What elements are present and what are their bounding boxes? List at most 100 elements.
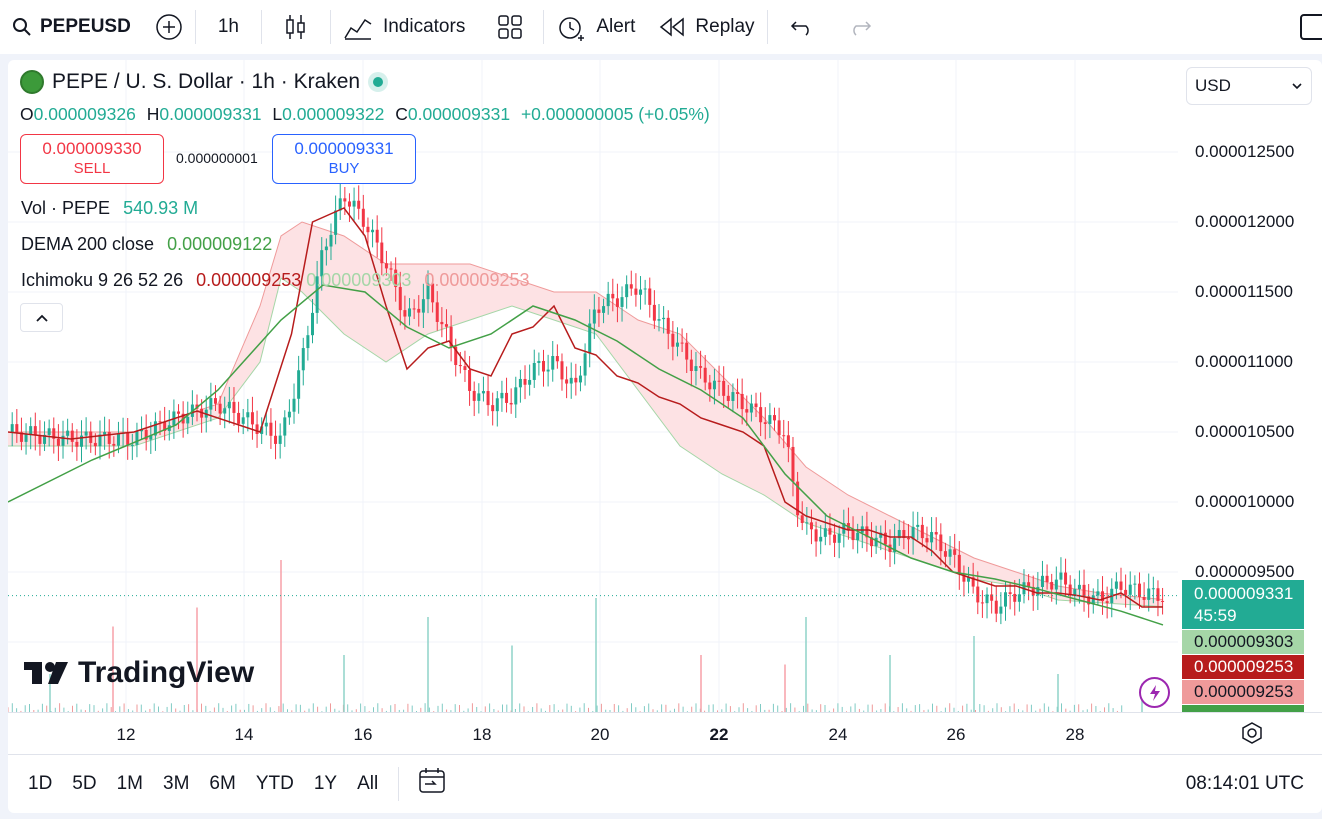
collapse-legend-button[interactable] <box>20 303 63 332</box>
ichimoku-label: Ichimoku 9 26 52 26 <box>21 270 184 290</box>
range-button-1d[interactable]: 1D <box>28 773 53 794</box>
time-axis[interactable]: 12 14 16 18 20 22 24 26 28 <box>8 712 1322 754</box>
candle-body <box>1137 583 1141 598</box>
candle-body <box>722 380 726 396</box>
currency-select[interactable]: USD <box>1186 67 1312 105</box>
range-button-5d[interactable]: 5D <box>72 773 97 794</box>
range-button-ytd[interactable]: YTD <box>255 773 294 794</box>
candle-body <box>542 360 545 372</box>
chart-type-button[interactable] <box>262 0 330 54</box>
divider <box>329 10 331 44</box>
candle-body <box>745 409 749 413</box>
candle-body <box>343 198 347 202</box>
compare-button[interactable] <box>143 0 195 54</box>
low-value: 0.000009322 <box>282 104 385 124</box>
candle-body <box>107 432 111 444</box>
candle-body <box>953 549 957 555</box>
search-icon <box>13 18 31 36</box>
low-label: L <box>272 104 283 124</box>
candle-body <box>10 424 14 432</box>
candle-body <box>588 323 592 354</box>
time-tick-label: 14 <box>234 725 254 744</box>
undo-button[interactable] <box>768 0 836 54</box>
range-button-1y[interactable]: 1Y <box>313 773 338 794</box>
candle-body <box>84 431 88 436</box>
price-tick-label: 0.000010000 <box>1195 492 1295 511</box>
alert-button[interactable]: Alert <box>544 0 647 54</box>
grid-layout-icon <box>498 15 523 39</box>
symbol-search[interactable]: PEPEUSD <box>0 0 143 54</box>
candle-body <box>1147 588 1151 600</box>
candle-body <box>130 444 134 446</box>
candle-body <box>334 210 338 235</box>
market-status-icon[interactable] <box>368 72 389 92</box>
ichimoku-legend[interactable]: Ichimoku 9 26 52 26 0.000009253 0.000009… <box>21 270 529 291</box>
indicators-button[interactable]: Indicators <box>331 0 477 54</box>
lightning-icon[interactable] <box>1139 677 1170 708</box>
candle-body <box>431 283 435 303</box>
volume-legend[interactable]: Vol · PEPE 540.93 M <box>21 198 198 219</box>
candle-body <box>481 391 485 394</box>
candle-body <box>398 287 402 311</box>
candles-icon <box>286 15 305 39</box>
candle-body <box>149 435 153 440</box>
candle-body <box>943 551 947 557</box>
interval-button[interactable]: 1h <box>217 16 239 37</box>
candle-body <box>985 594 989 604</box>
goto-date-button[interactable] <box>417 766 447 802</box>
candle-body <box>1124 589 1128 595</box>
candle-body <box>625 284 629 298</box>
candle-body <box>555 356 559 362</box>
candle-body <box>500 392 504 399</box>
candle-body <box>911 526 915 540</box>
candle-body <box>361 208 365 227</box>
candle-body <box>930 532 934 543</box>
candle-body <box>1068 584 1072 596</box>
time-tick-label: 16 <box>353 725 373 744</box>
chart-pane[interactable]: PEPE / U. S. Dollar · 1h · Kraken O0.000… <box>8 60 1322 813</box>
change-value: +0.000000005 (+0.05%) <box>520 104 710 124</box>
open-value: 0.000009326 <box>33 104 136 124</box>
utc-clock[interactable]: 08:14:01 UTC <box>1185 773 1304 794</box>
candle-body <box>426 283 430 300</box>
candle-body <box>874 537 878 547</box>
range-button-6m[interactable]: 6M <box>209 773 236 794</box>
candle-body <box>518 378 522 388</box>
candle-body <box>823 528 827 537</box>
range-button-3m[interactable]: 3M <box>163 773 190 794</box>
bottom-toolbar: 1D 5D 1M 3M 6M YTD 1Y All 08:14:01 UTC <box>8 754 1322 813</box>
ohlc-row: O0.000009326 H0.000009331 L0.000009322 C… <box>20 104 710 125</box>
candle-body <box>241 417 245 424</box>
ichimoku-leadb-value: 0.000009303 <box>306 270 412 290</box>
candle-body <box>61 435 65 446</box>
range-button-1m[interactable]: 1M <box>116 773 143 794</box>
rewind-icon <box>660 17 685 37</box>
candle-body <box>98 434 102 447</box>
range-button-all[interactable]: All <box>357 773 379 794</box>
sell-button[interactable]: 0.000009330 SELL <box>20 134 164 184</box>
undo-icon <box>790 21 809 36</box>
settings-icon[interactable] <box>1240 721 1264 750</box>
candle-body <box>925 538 929 543</box>
candle-body <box>1013 593 1017 602</box>
candle-body <box>749 403 753 413</box>
candle-body <box>1064 572 1068 585</box>
base-price-tag: 0.000009253 <box>1182 680 1304 704</box>
fullscreen-icon[interactable] <box>1300 14 1322 40</box>
buy-button[interactable]: 0.000009331 BUY <box>272 134 416 184</box>
candle-body <box>994 600 998 614</box>
candle-body <box>759 407 763 423</box>
price-chart[interactable] <box>8 60 1178 712</box>
candle-body <box>671 333 675 347</box>
candle-body <box>971 577 975 587</box>
candle-body <box>329 234 333 247</box>
redo-button[interactable] <box>836 0 884 54</box>
ichimoku-cloud <box>8 222 1163 607</box>
replay-button[interactable]: Replay <box>647 0 766 54</box>
dema-legend[interactable]: DEMA 200 close 0.000009122 <box>21 234 272 255</box>
layouts-button[interactable] <box>477 0 543 54</box>
candle-body <box>967 577 971 582</box>
range-buttons: 1D 5D 1M 3M 6M YTD 1Y All <box>18 773 388 795</box>
top-toolbar: PEPEUSD 1h Indicators Alert Replay <box>0 0 1322 54</box>
candle-body <box>463 366 467 371</box>
